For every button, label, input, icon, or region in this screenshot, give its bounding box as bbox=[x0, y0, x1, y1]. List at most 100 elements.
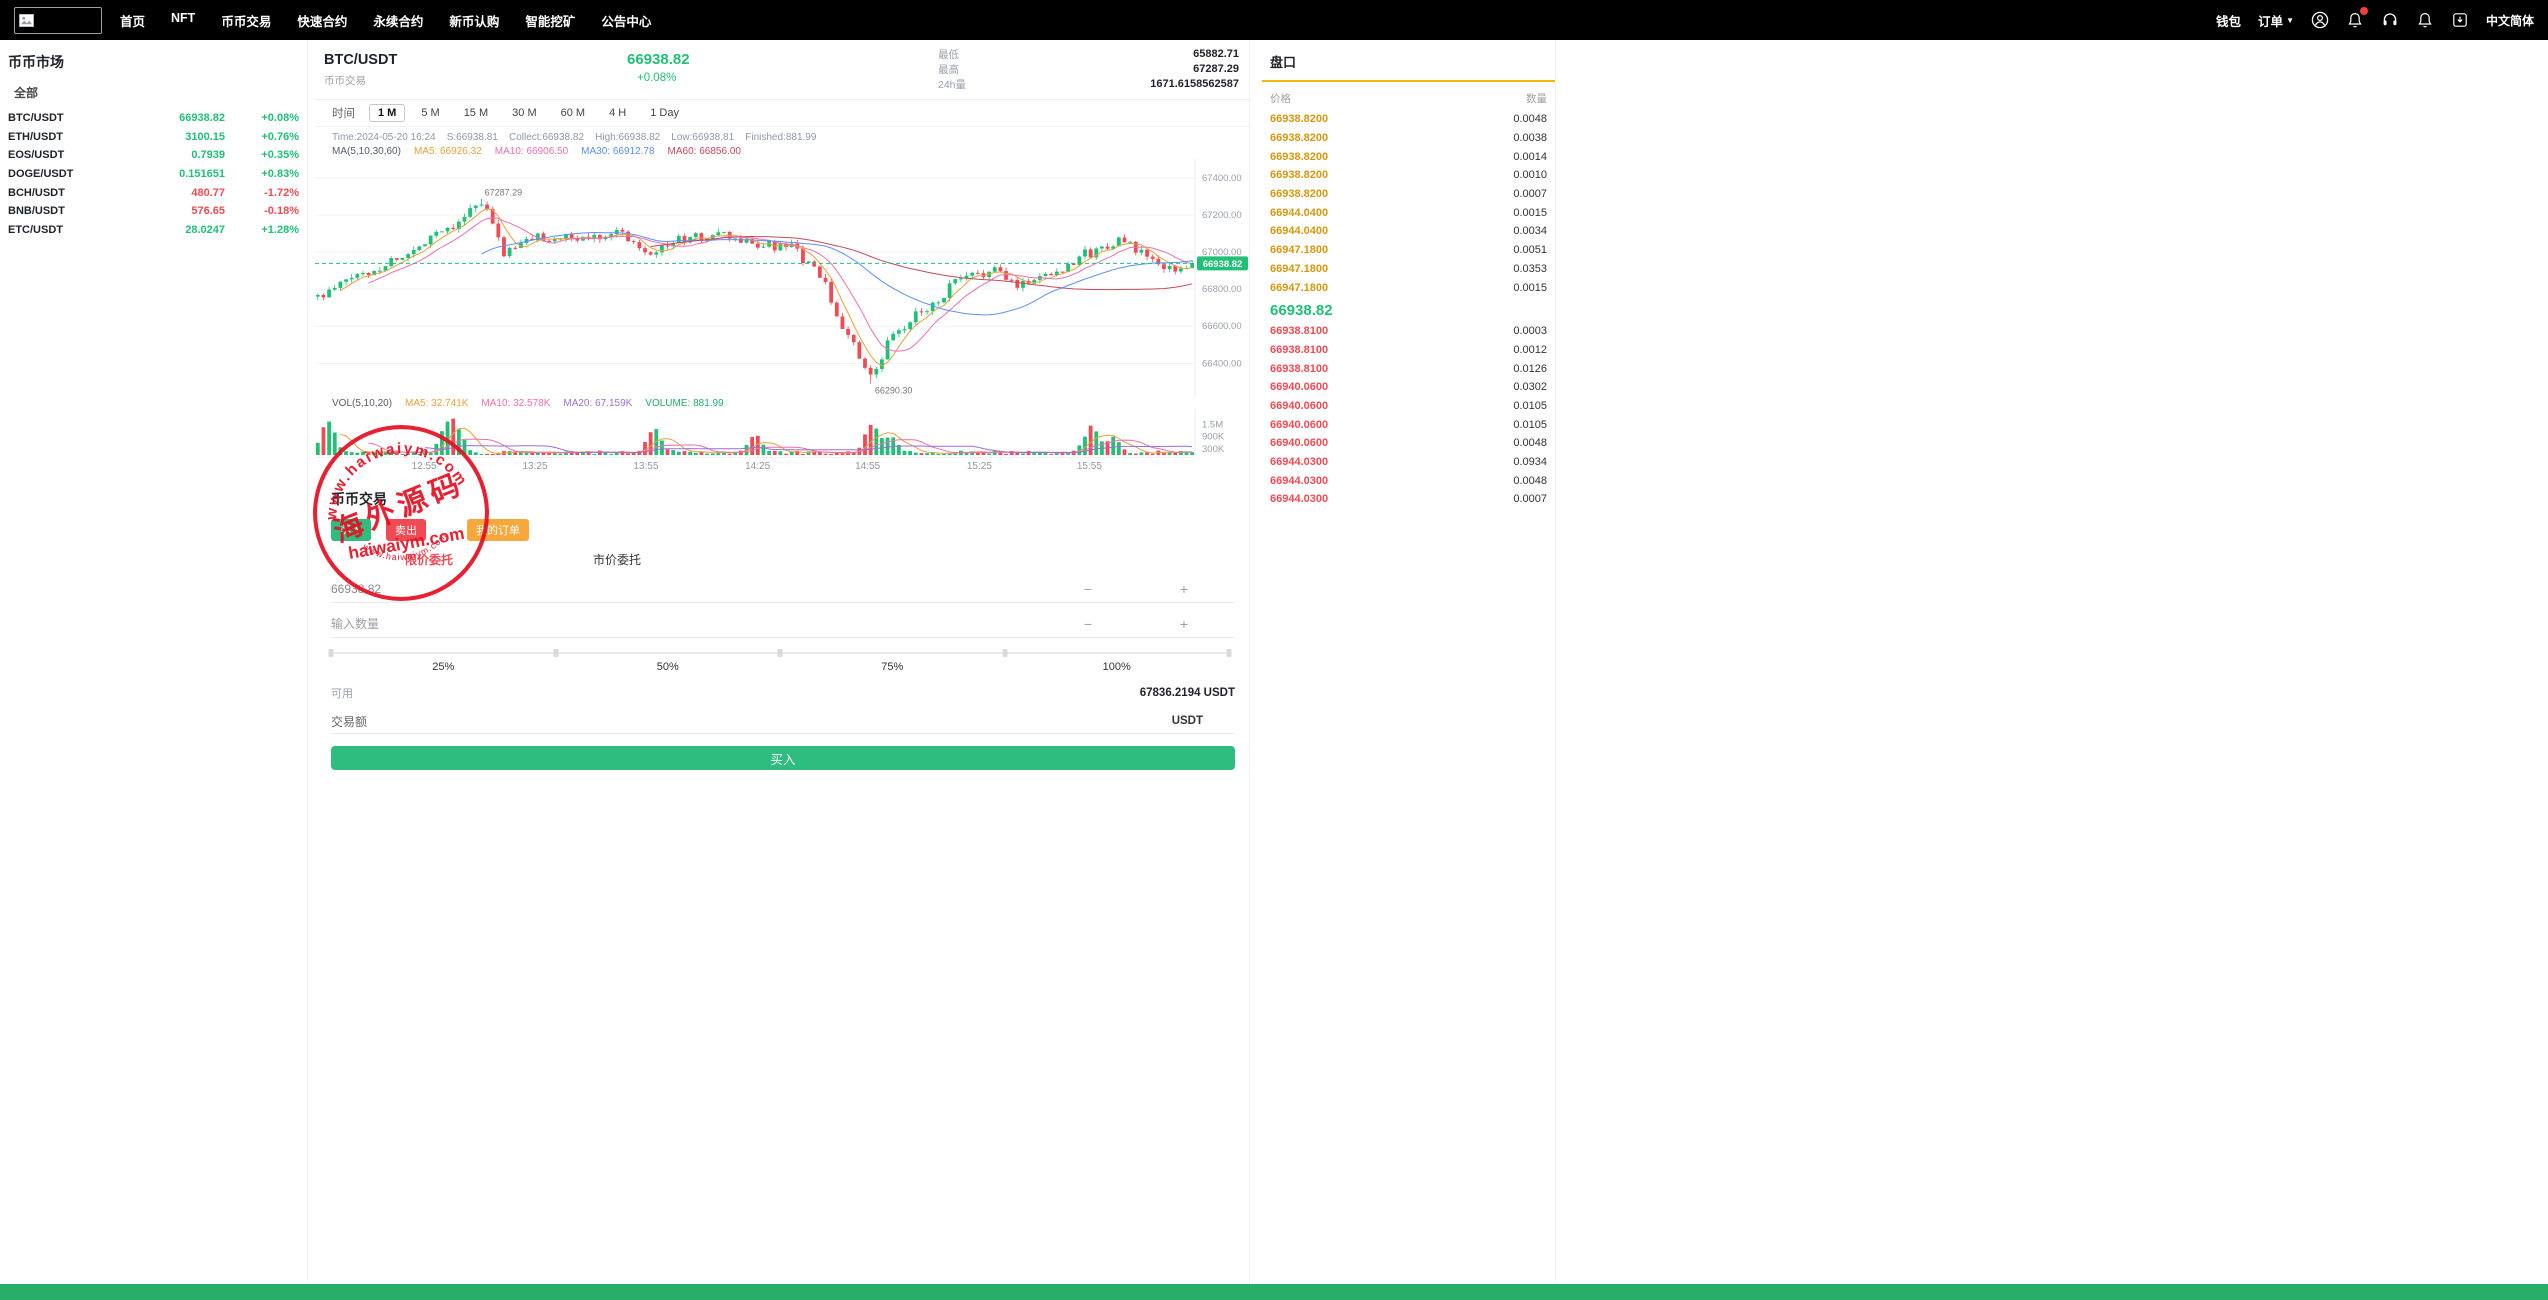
top-navbar: 首页 NFT 币币交易 快速合约 永续合约 新币认购 智能挖矿 公告中心 钱包 订单 ▼ bbox=[0, 0, 2548, 40]
ask-row[interactable]: 66938.8200 0.0048 bbox=[1262, 110, 1555, 129]
market-row[interactable]: BNB/USDT 576.65 -0.18% bbox=[0, 202, 307, 221]
bid-row[interactable]: 66940.0600 0.0302 bbox=[1262, 378, 1555, 397]
interval-5m[interactable]: 5 M bbox=[421, 107, 440, 119]
price-input[interactable] bbox=[331, 582, 1081, 596]
market-row[interactable]: EOS/USDT 0.7939 +0.35% bbox=[0, 146, 307, 165]
bid-amount: 0.0007 bbox=[1513, 493, 1547, 506]
svg-text:67200.00: 67200.00 bbox=[1202, 210, 1242, 221]
candle-chart-area: 67400.00 67200.00 67000.00 66800.00 66600.00… bbox=[315, 159, 1249, 397]
nav-item-3[interactable]: 快速合约 bbox=[297, 14, 348, 29]
download-app-icon[interactable] bbox=[2451, 11, 2469, 29]
ask-row[interactable]: 66938.8200 0.0038 bbox=[1262, 129, 1555, 148]
limit-order-tab[interactable]: 限价委托 bbox=[405, 553, 454, 567]
ask-price: 66944.0400 bbox=[1270, 225, 1329, 238]
interval-30m[interactable]: 30 M bbox=[512, 107, 537, 119]
ask-row[interactable]: 66944.0400 0.0034 bbox=[1262, 222, 1555, 241]
market-order-tab[interactable]: 市价委托 bbox=[593, 553, 642, 567]
bid-price: 66938.8100 bbox=[1270, 343, 1329, 356]
market-row[interactable]: ETC/USDT 28.0247 +1.28% bbox=[0, 221, 307, 240]
candlestick-chart[interactable]: 67400.00 67200.00 67000.00 66800.00 66600.00… bbox=[315, 159, 1250, 397]
market-title: 币币市场 bbox=[8, 54, 64, 70]
sell-tab[interactable]: 卖出 bbox=[386, 519, 426, 541]
amount-plus-button[interactable]: + bbox=[1179, 616, 1189, 632]
price-plus-button[interactable]: + bbox=[1179, 581, 1189, 597]
trade-section-title: 币币交易 bbox=[331, 491, 387, 507]
nav-item-1[interactable]: NFT bbox=[171, 10, 196, 25]
market-row[interactable]: DOGE/USDT 0.151651 +0.83% bbox=[0, 165, 307, 184]
alert-bell-icon[interactable] bbox=[2416, 11, 2434, 29]
support-headset-icon[interactable] bbox=[2381, 11, 2399, 29]
volume-chart-area: 1.5M 900K 300K bbox=[315, 409, 1249, 457]
bid-row[interactable]: 66940.0600 0.0105 bbox=[1262, 415, 1555, 434]
nav-item-2[interactable]: 币币交易 bbox=[221, 14, 272, 29]
interval-60m[interactable]: 60 M bbox=[560, 107, 586, 119]
slider-tick[interactable] bbox=[777, 648, 783, 657]
price-stepper: − + bbox=[1081, 581, 1235, 597]
buy-tab[interactable]: 买入 bbox=[331, 519, 371, 541]
interval-group: 1 M 5 M 15 M 30 M 60 M 4 H 1 Day bbox=[369, 104, 695, 122]
bid-row[interactable]: 66940.0600 0.0105 bbox=[1262, 397, 1555, 416]
bid-row[interactable]: 66938.8100 0.0003 bbox=[1262, 322, 1555, 341]
interval-15m[interactable]: 15 M bbox=[463, 107, 489, 119]
orderbook-last-price: 66938.82 bbox=[1270, 301, 1333, 319]
ask-price: 66938.8200 bbox=[1270, 132, 1329, 145]
ask-row[interactable]: 66944.0400 0.0015 bbox=[1262, 203, 1555, 222]
market-tab-all[interactable]: 全部 bbox=[14, 86, 39, 100]
percent-label: 25% bbox=[432, 661, 455, 673]
bid-row[interactable]: 66938.8100 0.0126 bbox=[1262, 359, 1555, 378]
logo[interactable] bbox=[14, 6, 102, 34]
bid-amount: 0.0048 bbox=[1513, 474, 1547, 487]
bid-amount: 0.0003 bbox=[1513, 325, 1547, 338]
orderbook-title: 盘口 bbox=[1270, 55, 1297, 70]
my-orders-tab[interactable]: 我的订单 bbox=[467, 519, 529, 541]
bid-row[interactable]: 66944.0300 0.0048 bbox=[1262, 471, 1555, 490]
available-row: 可用 67836.2194 USDT bbox=[331, 685, 1235, 701]
market-row[interactable]: ETH/USDT 3100.15 +0.76% bbox=[0, 128, 307, 147]
ask-amount: 0.0353 bbox=[1513, 262, 1547, 275]
bid-row[interactable]: 66938.8100 0.0012 bbox=[1262, 341, 1555, 360]
account-icon[interactable] bbox=[2311, 11, 2329, 29]
nav-item-0[interactable]: 首页 bbox=[120, 14, 146, 29]
ask-row[interactable]: 66947.1800 0.0051 bbox=[1262, 241, 1555, 260]
slider-tick[interactable] bbox=[328, 648, 334, 657]
ask-row[interactable]: 66938.8200 0.0014 bbox=[1262, 147, 1555, 166]
vol-legend: MA5: 32.741K MA10: 32.578K MA20: 67.159K VO… bbox=[405, 398, 724, 409]
ask-row[interactable]: 66947.1800 0.0353 bbox=[1262, 260, 1555, 279]
bid-row[interactable]: 66944.0300 0.0934 bbox=[1262, 453, 1555, 472]
orders-link[interactable]: 订单 ▼ bbox=[2258, 11, 2294, 30]
interval-4h[interactable]: 4 H bbox=[609, 107, 627, 119]
price-input-row: − + bbox=[331, 576, 1235, 603]
amount-minus-button[interactable]: − bbox=[1083, 616, 1093, 632]
market-list: BTC/USDT 66938.82 +0.08% ETH/USDT 3100.15 +0.… bbox=[0, 109, 307, 239]
notification-bell-icon[interactable] bbox=[2346, 7, 2368, 29]
language-switcher[interactable]: 中文简体 bbox=[2485, 13, 2534, 28]
nav-item-7[interactable]: 公告中心 bbox=[601, 14, 652, 29]
buy-button[interactable]: 买入 bbox=[331, 746, 1235, 770]
trade-amount-row[interactable]: 交易额 USDT bbox=[331, 709, 1235, 734]
interval-1day[interactable]: 1 Day bbox=[650, 107, 679, 119]
bid-row[interactable]: 66944.0300 0.0007 bbox=[1262, 490, 1555, 509]
amount-input[interactable] bbox=[331, 617, 1081, 631]
ask-row[interactable]: 66938.8200 0.0007 bbox=[1262, 185, 1555, 204]
slider-tick[interactable] bbox=[553, 648, 558, 657]
nav-item-5[interactable]: 新币认购 bbox=[449, 14, 500, 29]
wallet-link[interactable]: 钱包 bbox=[2216, 11, 2241, 30]
slider-tick[interactable] bbox=[1226, 648, 1232, 657]
ticker-header: BTC/USDT 币币交易 66938.82 +0.08% 最低 65882.71… bbox=[315, 40, 1249, 100]
market-row[interactable]: BCH/USDT 480.77 -1.72% bbox=[0, 183, 307, 202]
ma-row: MA(5,10,30,60) MA5: 66926.32 MA10: 66906.… bbox=[332, 146, 1249, 157]
interval-1m[interactable]: 1 M bbox=[369, 104, 406, 122]
ask-amount: 0.0051 bbox=[1513, 244, 1547, 257]
nav-item-4[interactable]: 永续合约 bbox=[373, 14, 424, 29]
bid-row[interactable]: 66940.0600 0.0048 bbox=[1262, 434, 1555, 453]
nav-item-6[interactable]: 智能挖矿 bbox=[525, 14, 576, 29]
percent-slider[interactable] bbox=[328, 648, 1232, 657]
orderbook-panel: 盘口 价格 数量 66938.8200 0.0048 66938.8200 0.003… bbox=[1262, 40, 1556, 1284]
slider-tick[interactable] bbox=[1002, 648, 1007, 657]
market-change: -1.72% bbox=[264, 186, 299, 199]
ask-row[interactable]: 66947.1800 0.0015 bbox=[1262, 278, 1555, 297]
ask-row[interactable]: 66938.8200 0.0010 bbox=[1262, 166, 1555, 185]
market-row[interactable]: BTC/USDT 66938.82 +0.08% bbox=[0, 109, 307, 128]
price-minus-button[interactable]: − bbox=[1083, 581, 1093, 597]
